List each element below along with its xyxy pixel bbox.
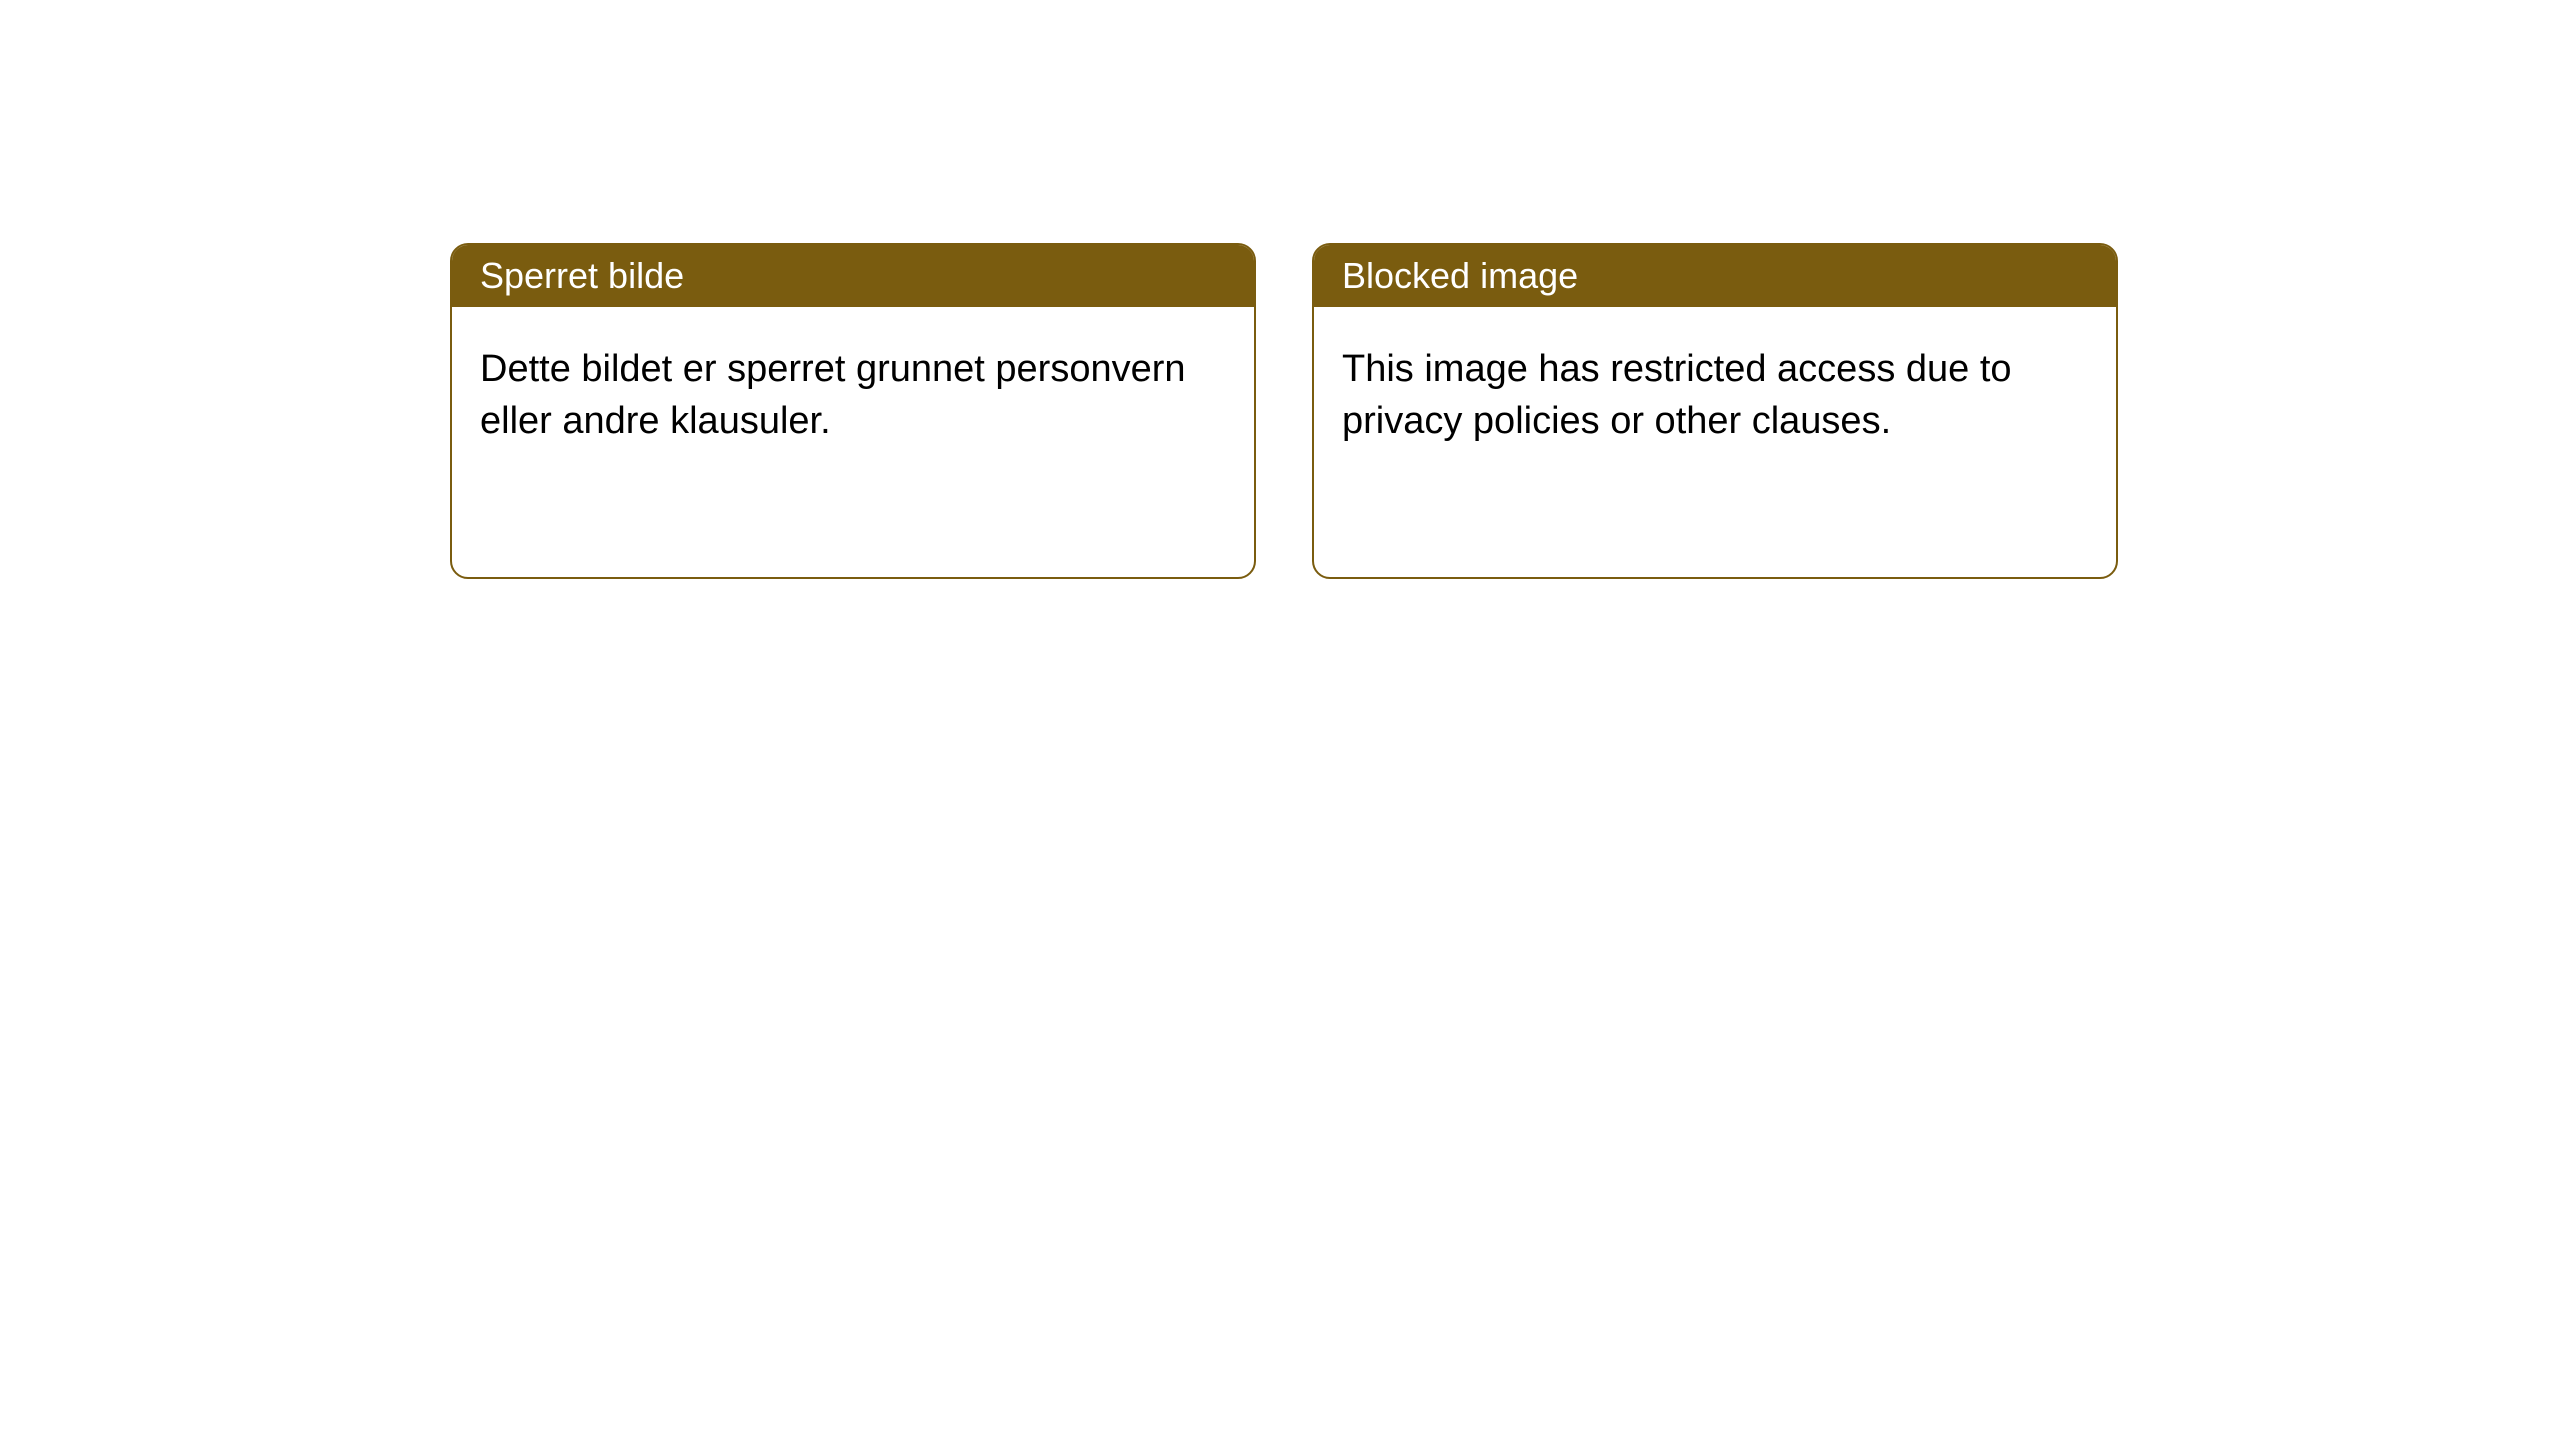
notice-header: Blocked image bbox=[1314, 245, 2116, 307]
notice-text: This image has restricted access due to … bbox=[1342, 348, 2012, 442]
notice-body: This image has restricted access due to … bbox=[1314, 307, 2116, 577]
notice-text: Dette bildet er sperret grunnet personve… bbox=[480, 348, 1186, 442]
notice-title: Sperret bilde bbox=[480, 255, 684, 296]
notice-card-english: Blocked image This image has restricted … bbox=[1312, 243, 2118, 579]
notice-container: Sperret bilde Dette bildet er sperret gr… bbox=[0, 0, 2560, 579]
notice-title: Blocked image bbox=[1342, 255, 1578, 296]
notice-card-norwegian: Sperret bilde Dette bildet er sperret gr… bbox=[450, 243, 1256, 579]
notice-body: Dette bildet er sperret grunnet personve… bbox=[452, 307, 1254, 577]
notice-header: Sperret bilde bbox=[452, 245, 1254, 307]
